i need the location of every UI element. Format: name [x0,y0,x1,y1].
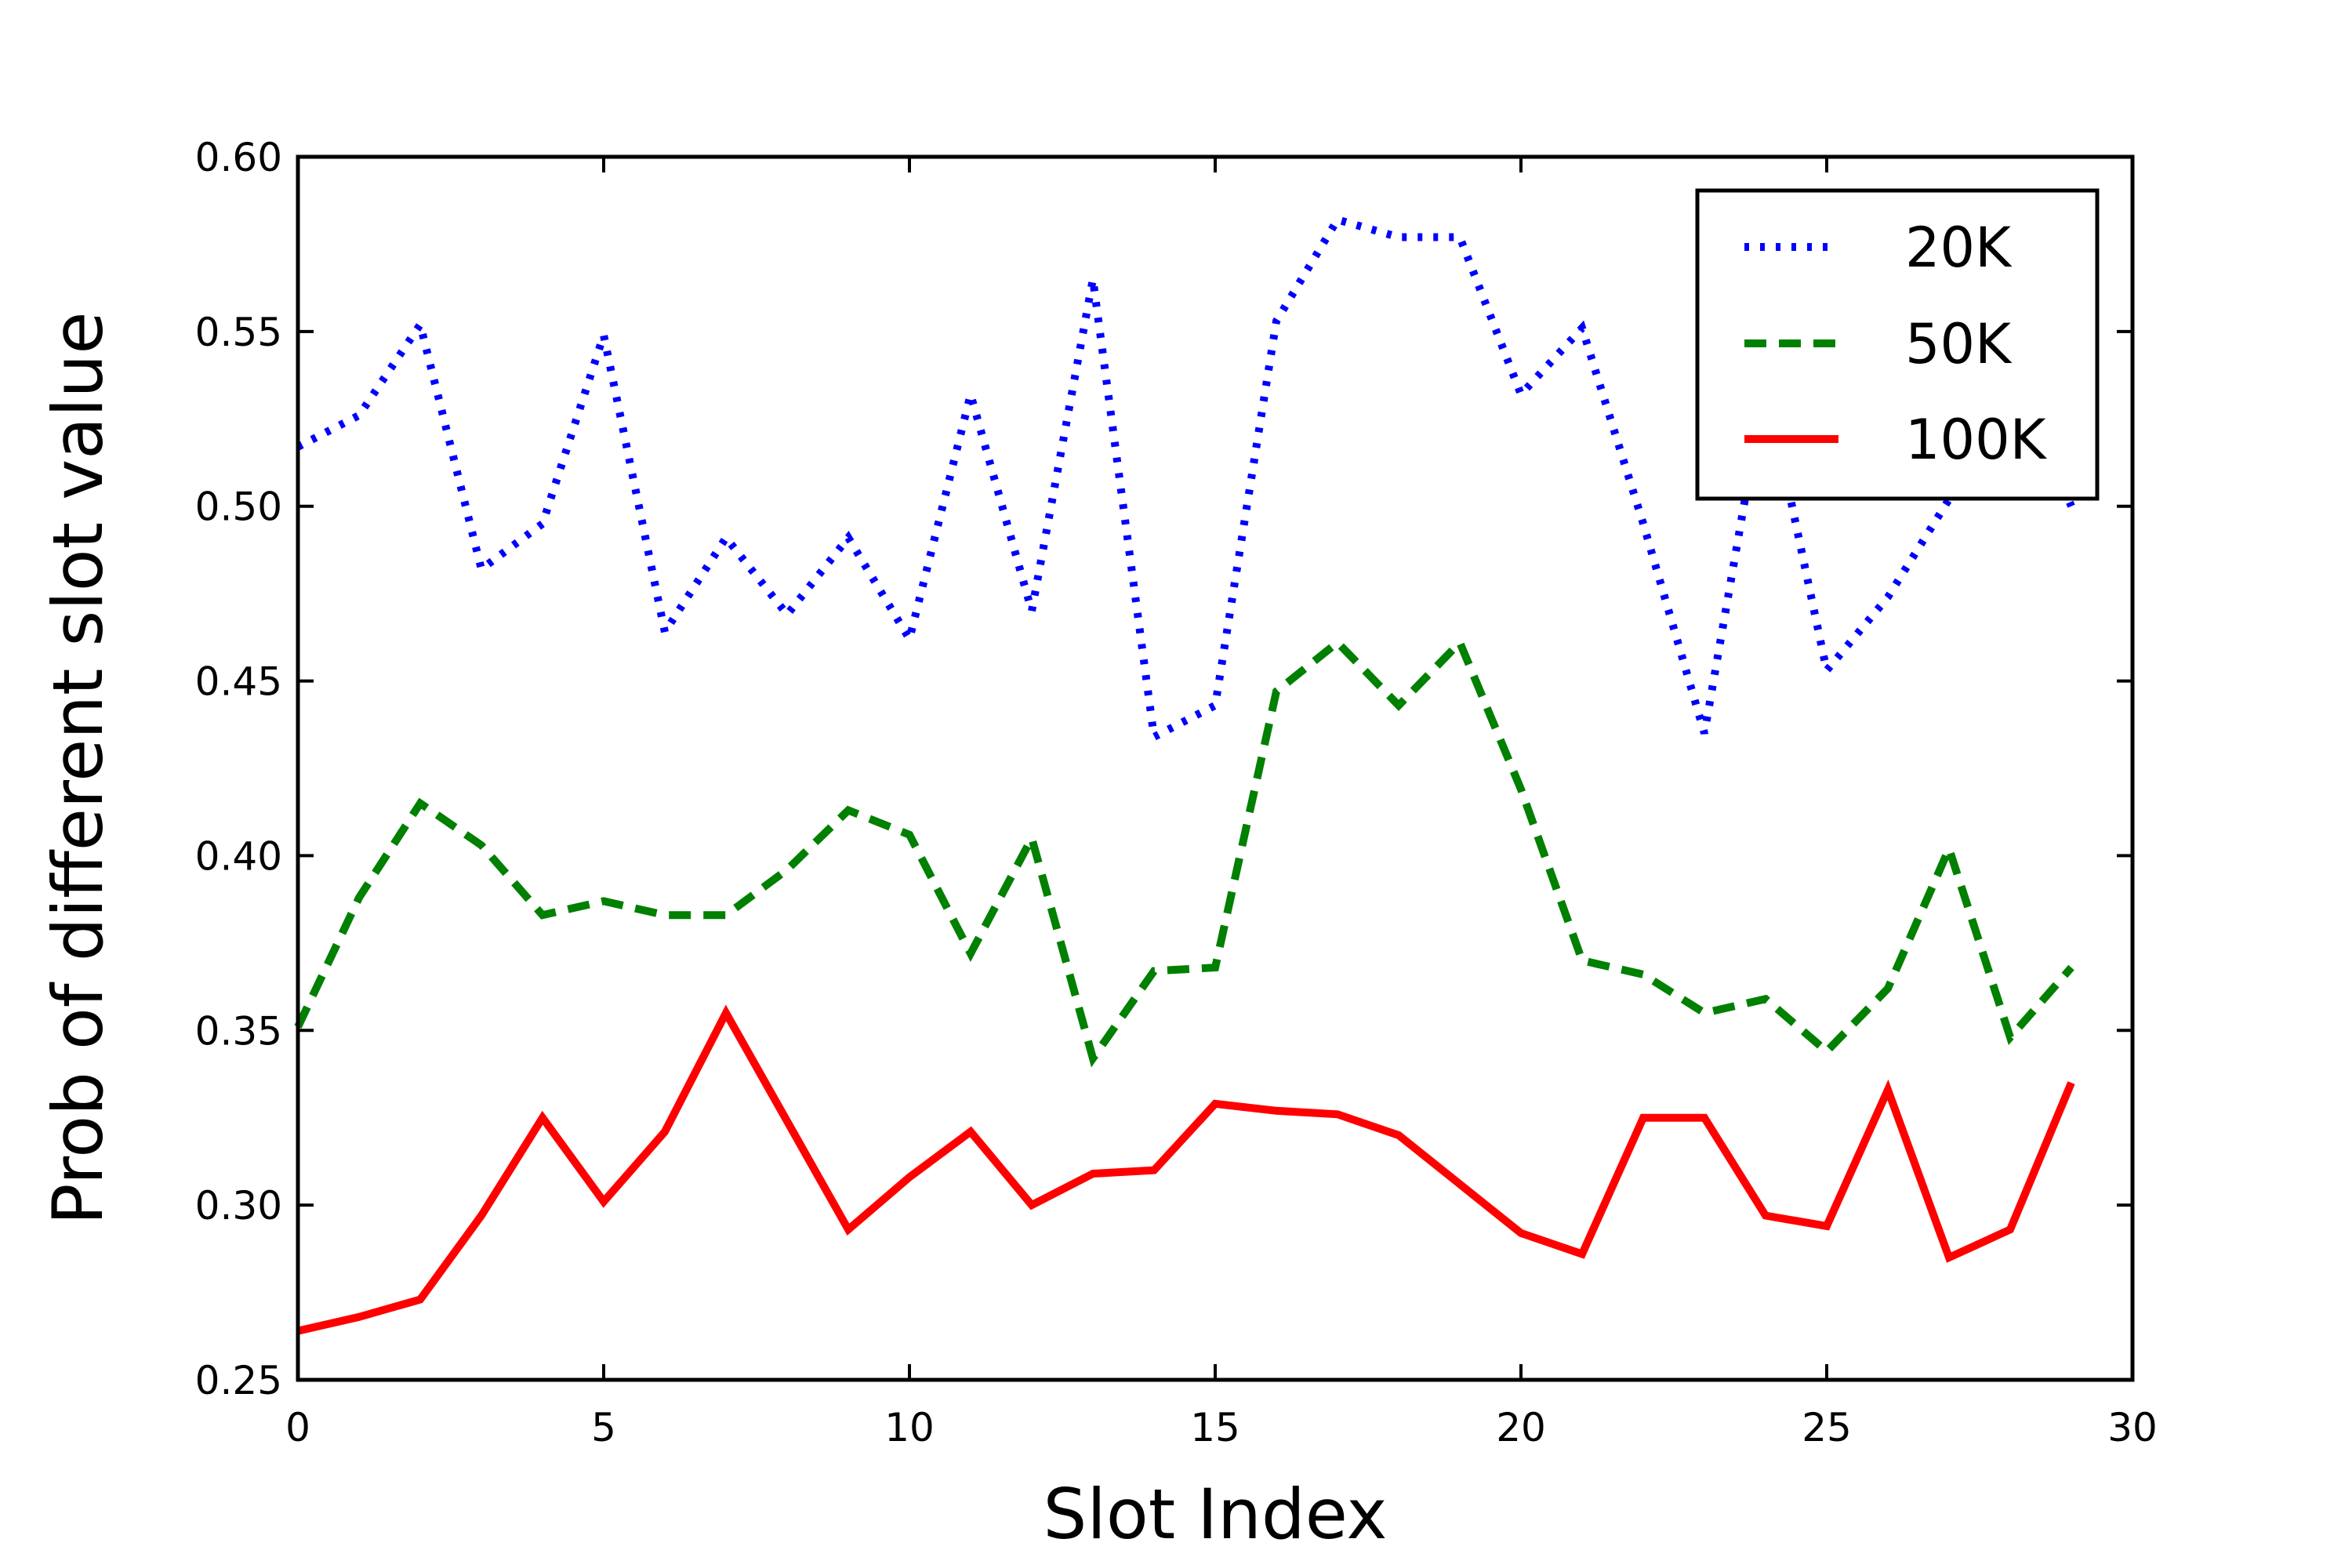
legend-label-50k: 50K [1905,312,2013,376]
legend: 20K 50K 100K [1695,188,2100,501]
x-tick-label: 25 [1802,1405,1852,1450]
y-tick-label: 0.30 [195,1183,282,1229]
series-50k [294,635,2074,1068]
y-tick-label: 0.25 [195,1358,282,1403]
x-tick-label: 20 [1496,1405,1546,1450]
y-axis-label: Prob of different slot value [38,312,118,1225]
y-tick-label: 0.55 [195,310,282,355]
x-axis-label: Slot Index [1044,1474,1388,1555]
series-line-100k [296,1004,2075,1335]
legend-label-20k: 20K [1905,216,2013,280]
x-tick-label: 0 [285,1405,310,1450]
y-tick-label: 0.40 [195,833,282,879]
legend-label-100k: 100K [1905,408,2048,472]
y-tick-label: 0.60 [195,135,282,180]
y-tick-label: 0.50 [195,485,282,530]
x-tick-label: 30 [2107,1405,2158,1450]
y-tick-label: 0.35 [195,1008,282,1054]
series-100k [296,1004,2075,1335]
y-tick-label: 0.45 [195,659,282,705]
x-tick-label: 10 [884,1405,935,1450]
x-tick-label: 15 [1190,1405,1240,1450]
series-line-50k [294,635,2074,1068]
x-tick-label: 5 [591,1405,616,1450]
tick-layer: 0 5 10 15 20 25 30 0.25 0.30 0.35 0.40 0.45 0.50 0.55… [195,135,2158,1450]
